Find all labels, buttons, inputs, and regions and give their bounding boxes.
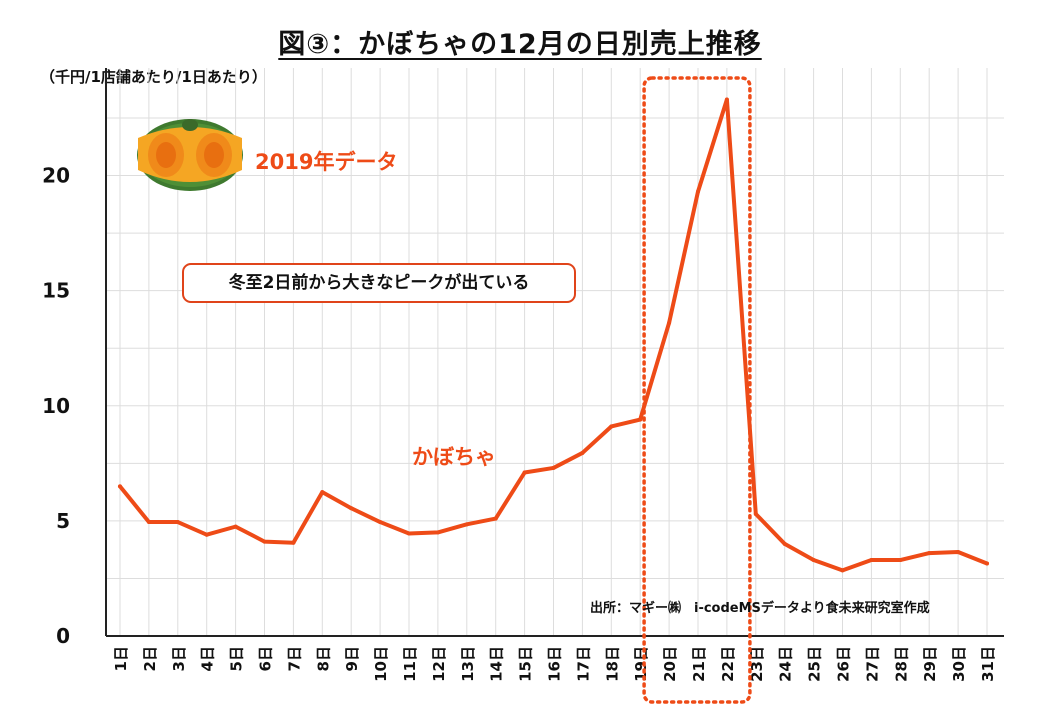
data-point [753,511,758,516]
y-tick-label: 5 [56,509,70,533]
data-point [349,506,354,511]
peak-highlight-box [642,76,752,704]
data-point [522,470,527,475]
x-tick-label: 1日 [112,646,130,671]
x-tick-label: 4日 [199,646,217,671]
x-tick-label: 2日 [141,646,159,671]
data-point [118,484,122,489]
x-tick-label: 23日 [748,646,766,682]
data-point [551,465,556,470]
x-tick-label: 14日 [488,646,506,682]
x-tick-label: 20日 [661,646,679,682]
y-tick-label: 10 [42,394,70,418]
data-point [464,522,469,527]
data-point [956,549,961,554]
data-point [667,320,672,325]
y-axis-unit-label: （千円/1店舗あたり/1日あたり） [40,68,267,86]
chart-title: 図③：かぼちゃの12月の日別売上推移 [278,29,762,60]
x-tick-label: 29日 [921,646,939,682]
x-tick-label: 7日 [285,646,303,671]
data-point [724,97,729,102]
data-point [175,520,180,525]
peak-annotation-box: 冬至2日前から大きなピークが出ている [182,263,576,303]
data-point [811,558,816,563]
x-tick-label: 21日 [690,646,708,682]
x-tick-label: 28日 [892,646,910,682]
x-tick-label: 6日 [257,646,275,671]
pumpkin-icon [137,119,243,191]
data-point [146,520,151,525]
x-tick-label: 10日 [372,646,390,682]
x-tick-label: 16日 [546,646,564,682]
data-point [782,541,787,546]
data-point [580,450,585,455]
x-tick-label: 22日 [719,646,737,682]
data-point [638,417,643,422]
data-point [435,530,440,535]
data-point [696,189,700,194]
x-tick-label: 26日 [835,646,853,682]
x-tick-label: 3日 [170,646,188,671]
x-tick-label: 8日 [314,646,332,671]
x-tick-label: 30日 [950,646,968,682]
x-tick-label: 15日 [517,646,535,682]
y-tick-label: 0 [56,624,70,648]
data-point [407,531,411,536]
y-tick-label: 20 [42,164,70,188]
data-point [262,539,267,544]
data-point [320,490,325,495]
x-tick-label: 25日 [806,646,824,682]
source-note: 出所：マギー㈱ i-codeMSデータより食未来研究室作成 [590,601,930,616]
x-tick-label: 24日 [777,646,795,682]
x-tick-label: 17日 [574,646,592,682]
data-point [840,568,845,573]
series-label: かぼちゃ [412,445,496,469]
x-tick-label: 18日 [603,646,621,682]
data-point [204,532,209,537]
data-point [233,524,238,529]
x-tick-label: 13日 [459,646,477,682]
data-point [609,424,614,429]
x-tick-label: 27日 [863,646,881,682]
x-tick-label: 31日 [979,646,997,682]
x-tick-label: 5日 [228,646,246,671]
data-point [869,558,874,563]
x-tick-label: 12日 [430,646,448,682]
data-point [291,540,296,545]
data-point [378,520,383,525]
x-tick-label: 11日 [401,646,419,682]
data-point [985,561,989,566]
y-tick-label: 15 [42,279,70,303]
data-year-label: 2019年データ [255,150,398,174]
x-tick-label: 9日 [343,646,361,671]
data-point [927,551,932,556]
data-point [898,558,903,563]
x-tick-label: 19日 [632,646,650,682]
data-point [493,516,498,521]
